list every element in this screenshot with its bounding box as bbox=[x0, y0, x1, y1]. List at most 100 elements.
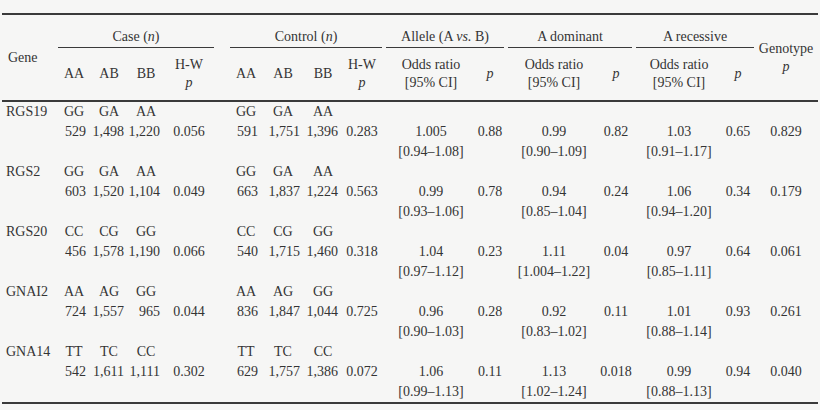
count-cell: 1,224 bbox=[304, 182, 342, 202]
p-value-cell: 0.23 bbox=[476, 242, 504, 262]
ci-cell: [0.90–1.03] bbox=[386, 322, 476, 342]
hw-label: H-W bbox=[164, 56, 214, 74]
count-cell: 1,715 bbox=[262, 242, 304, 262]
count-cell: 542 bbox=[58, 362, 90, 382]
count-cell: 1,757 bbox=[262, 362, 304, 382]
count-cell: 1,111 bbox=[128, 362, 164, 382]
empty-cell bbox=[754, 262, 818, 282]
count-cell: 1,498 bbox=[90, 122, 128, 142]
genotype-label-cell: TT bbox=[58, 342, 90, 362]
genotype-label-cell: AG bbox=[90, 282, 128, 302]
empty-cell bbox=[722, 142, 754, 162]
ci-cell: [0.90–1.09] bbox=[508, 142, 600, 162]
gene-row-ci: [0.94–1.08] [0.90–1.09] [0.91–1.17] bbox=[2, 142, 818, 162]
gene-row-values: 603 1,520 1,104 0.049 663 1,837 1,224 0.… bbox=[2, 182, 818, 202]
spacer-cell bbox=[214, 162, 230, 182]
empty-cell bbox=[164, 282, 214, 302]
or-value-cell: 0.96 bbox=[386, 302, 476, 322]
count-cell: 1,557 bbox=[90, 302, 128, 322]
hw-label: H-W bbox=[342, 56, 382, 74]
ci-cell: [0.85–1.11] bbox=[636, 262, 722, 282]
genotype-label-cell: AA bbox=[230, 282, 262, 302]
gene-row-values: 542 1,611 1,111 0.302 629 1,757 1,386 0.… bbox=[2, 362, 818, 382]
spacer-cell bbox=[214, 282, 230, 302]
count-cell: 1,386 bbox=[304, 362, 342, 382]
count-cell: 1,751 bbox=[262, 122, 304, 142]
genotype-p-cell: 0.061 bbox=[754, 242, 818, 262]
header-dominant-p: p bbox=[600, 48, 632, 102]
p-value-cell: 0.11 bbox=[476, 362, 504, 382]
header-allele-p: p bbox=[476, 48, 504, 102]
header-recessive-p: p bbox=[722, 48, 754, 102]
genotype-label-cell: GG bbox=[230, 162, 262, 182]
header-sub-row: AA AB BB H-W p AA AB BB H-W p Odds ratio… bbox=[2, 48, 818, 102]
genotype-label-cell: AG bbox=[262, 282, 304, 302]
ci-label: [95% CI] bbox=[508, 74, 600, 92]
empty-cell bbox=[722, 322, 754, 342]
gene-row-labels: GNA14 TT TC CC TT TC CC bbox=[2, 342, 818, 362]
ci-cell: [0.91–1.17] bbox=[636, 142, 722, 162]
gene-row-ci: [0.90–1.03] [0.83–1.02] [0.88–1.14] bbox=[2, 322, 818, 342]
empty-cell bbox=[2, 242, 58, 262]
empty-cell bbox=[164, 342, 214, 362]
or-value-cell: 1.005 bbox=[386, 122, 476, 142]
p-label: p bbox=[754, 58, 818, 76]
or-value-cell: 0.99 bbox=[636, 362, 722, 382]
count-cell: 629 bbox=[230, 362, 262, 382]
hw-p-cell: 0.302 bbox=[164, 362, 214, 382]
hw-p-cell: 0.049 bbox=[164, 182, 214, 202]
ci-cell: [0.83–1.02] bbox=[508, 322, 600, 342]
or-value-cell: 0.92 bbox=[508, 302, 600, 322]
header-case-hw: H-W p bbox=[164, 48, 214, 102]
header-allele-or: Odds ratio [95% CI] bbox=[386, 48, 476, 102]
empty-cell bbox=[382, 222, 818, 242]
or-value-cell: 0.99 bbox=[508, 122, 600, 142]
or-value-cell: 0.97 bbox=[636, 242, 722, 262]
header-control-group: Control (n) bbox=[230, 14, 382, 48]
genotype-label-cell: GG bbox=[58, 101, 90, 122]
genotype-label-cell: AA bbox=[304, 162, 342, 182]
ci-cell: [0.93–1.06] bbox=[386, 202, 476, 222]
empty-cell bbox=[722, 202, 754, 222]
empty-cell bbox=[164, 222, 214, 242]
empty-cell bbox=[600, 202, 632, 222]
gene-name-cell: RGS20 bbox=[2, 222, 58, 242]
empty-cell bbox=[600, 262, 632, 282]
genotype-p-cell: 0.261 bbox=[754, 302, 818, 322]
gene-row-values: 529 1,498 1,220 0.056 591 1,751 1,396 0.… bbox=[2, 122, 818, 142]
count-cell: 1,460 bbox=[304, 242, 342, 262]
genotype-label: Genotype bbox=[754, 40, 818, 58]
header-control-aa: AA bbox=[230, 48, 262, 102]
hw-p-cell: 0.283 bbox=[342, 122, 382, 142]
or-value-cell: 1.06 bbox=[636, 182, 722, 202]
empty-cell bbox=[600, 142, 632, 162]
genotype-label-cell: CC bbox=[304, 342, 342, 362]
genotype-p-cell: 0.040 bbox=[754, 362, 818, 382]
ci-cell: [0.94–1.08] bbox=[386, 142, 476, 162]
p-value-cell: 0.34 bbox=[722, 182, 754, 202]
p-value-cell: 0.88 bbox=[476, 122, 504, 142]
genotype-label-cell: CG bbox=[90, 222, 128, 242]
hw-p-cell: 0.056 bbox=[164, 122, 214, 142]
empty-cell bbox=[476, 262, 504, 282]
genotype-label-cell: AA bbox=[128, 162, 164, 182]
header-control-ab: AB bbox=[262, 48, 304, 102]
p-value-cell: 0.82 bbox=[600, 122, 632, 142]
ci-cell: [1.02–1.24] bbox=[508, 382, 600, 403]
header-genotype-p: Genotype p bbox=[754, 14, 818, 101]
empty-cell bbox=[2, 122, 58, 142]
ci-cell: [0.97–1.12] bbox=[386, 262, 476, 282]
genotype-label-cell: CG bbox=[262, 222, 304, 242]
empty-cell bbox=[2, 382, 386, 403]
empty-cell bbox=[476, 382, 504, 403]
or-value-cell: 1.13 bbox=[508, 362, 600, 382]
spacer-cell bbox=[214, 362, 230, 382]
p-value-cell: 0.018 bbox=[600, 362, 632, 382]
header-case-group: Case (n) bbox=[58, 14, 214, 48]
table-header: Gene Case (n) Control (n) Allele (A vs. … bbox=[2, 14, 818, 101]
count-cell: 1,190 bbox=[128, 242, 164, 262]
ci-label: [95% CI] bbox=[636, 74, 722, 92]
p-value-cell: 0.94 bbox=[722, 362, 754, 382]
hw-p-cell: 0.725 bbox=[342, 302, 382, 322]
header-case-bb: BB bbox=[128, 48, 164, 102]
